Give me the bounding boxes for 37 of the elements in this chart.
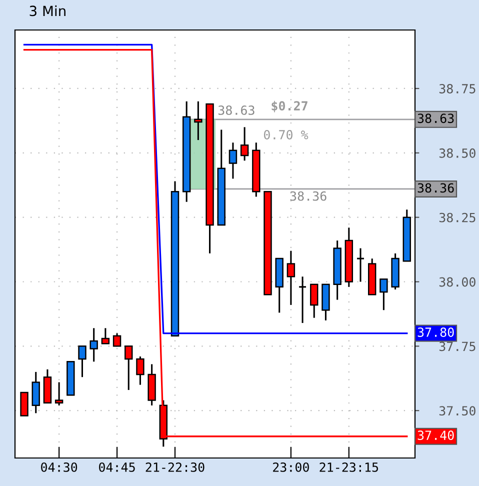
y-tick-label: 38.00	[439, 277, 476, 287]
chart-title: 3 Min	[30, 5, 66, 16]
x-tick-label: 21-22:30	[146, 462, 204, 472]
data-label: 37.80	[418, 327, 454, 337]
candlestick	[194, 100, 202, 141]
candlestick	[356, 247, 365, 283]
x-tick-label: 04:30	[41, 462, 78, 472]
candlestick	[112, 332, 122, 347]
candlestick	[20, 392, 28, 416]
candlestick	[32, 371, 40, 414]
annotation: $0.27	[272, 100, 308, 112]
candlestick	[78, 345, 86, 378]
candlestick	[298, 276, 307, 324]
y-tick-label: 37.75	[439, 342, 476, 352]
annotation: 38.36	[290, 191, 326, 201]
y-tick-label: 37.50	[439, 406, 476, 416]
ref-line-label: 38.63	[418, 114, 454, 124]
candlestick	[240, 126, 249, 162]
y-tick-label: 38.25	[439, 212, 476, 222]
x-tick-label: 04:45	[99, 462, 135, 472]
x-tick-label: 23:00	[273, 462, 309, 472]
y-tick-label: 38.75	[439, 84, 476, 94]
ref-line-label: 38.36	[418, 183, 454, 193]
candlestick	[101, 327, 110, 344]
candlestick	[228, 142, 238, 180]
y-tick-label: 38.50	[439, 148, 476, 158]
candlestick	[54, 381, 64, 406]
candlestick	[286, 250, 296, 306]
candlestick	[136, 356, 144, 386]
x-tick-label: 21-23:15	[320, 462, 378, 472]
candlestick	[124, 345, 133, 391]
data-label: 37.40	[418, 430, 454, 440]
candlestick	[310, 284, 318, 319]
candlestick	[90, 327, 98, 362]
candlestick	[380, 278, 388, 311]
annotation: 0.70 %	[264, 130, 308, 140]
annotation: 38.63	[218, 105, 254, 115]
